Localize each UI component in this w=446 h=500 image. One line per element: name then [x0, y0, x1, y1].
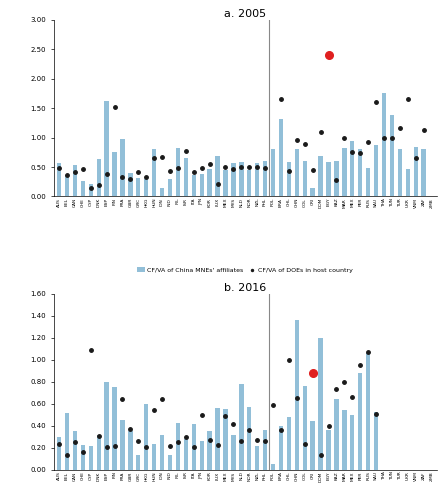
Bar — [192, 424, 196, 470]
Bar — [295, 320, 299, 470]
Bar — [96, 159, 101, 196]
Bar — [358, 150, 363, 196]
Bar — [73, 432, 77, 470]
Legend: CF/VA of China MNEs' affiliates, CF/VA of DOEs in host country: CF/VA of China MNEs' affiliates, CF/VA o… — [137, 268, 353, 273]
Bar — [152, 444, 157, 470]
Bar — [120, 420, 124, 470]
Bar — [310, 422, 315, 470]
Bar — [231, 434, 235, 470]
Bar — [310, 188, 315, 196]
Bar — [136, 178, 140, 197]
Bar — [144, 404, 149, 470]
Bar — [279, 426, 283, 470]
Bar — [405, 169, 410, 196]
Bar — [207, 432, 212, 470]
Bar — [342, 148, 347, 196]
Bar — [247, 170, 252, 196]
Bar — [398, 150, 402, 196]
Bar — [136, 454, 140, 470]
Bar — [168, 454, 172, 470]
Bar — [374, 412, 378, 470]
Bar — [239, 162, 244, 196]
Bar — [81, 180, 85, 196]
Bar — [81, 444, 85, 470]
Bar — [104, 382, 109, 470]
Bar — [120, 140, 124, 196]
Bar — [89, 184, 93, 196]
Bar — [184, 158, 188, 196]
Bar — [239, 384, 244, 470]
Bar — [160, 434, 164, 470]
Bar — [374, 146, 378, 196]
Bar — [421, 150, 426, 196]
Bar — [263, 161, 267, 196]
Bar — [207, 170, 212, 196]
Bar — [73, 166, 77, 196]
Bar — [192, 174, 196, 197]
Bar — [65, 176, 69, 197]
Bar — [160, 188, 164, 196]
Bar — [413, 147, 418, 196]
Bar — [302, 386, 307, 470]
Bar — [223, 410, 227, 470]
Title: a. 2005: a. 2005 — [224, 9, 266, 19]
Bar — [112, 152, 117, 196]
Bar — [287, 417, 291, 470]
Bar — [176, 422, 180, 470]
Bar — [263, 430, 267, 470]
Bar — [334, 400, 339, 470]
Bar — [144, 179, 149, 196]
Bar — [128, 173, 132, 197]
Bar — [184, 439, 188, 470]
Bar — [326, 430, 330, 470]
Bar — [199, 442, 204, 470]
Bar — [295, 149, 299, 196]
Bar — [57, 163, 61, 196]
Bar — [112, 388, 117, 470]
Bar — [104, 101, 109, 196]
Bar — [342, 410, 347, 470]
Bar — [57, 437, 61, 470]
Bar — [382, 93, 386, 196]
Bar — [271, 150, 275, 196]
Title: b. 2016: b. 2016 — [224, 283, 266, 293]
Bar — [168, 179, 172, 196]
Bar — [326, 162, 330, 196]
Bar — [350, 415, 355, 470]
Bar — [223, 170, 227, 196]
Bar — [96, 434, 101, 470]
Bar — [128, 432, 132, 470]
Bar — [334, 161, 339, 196]
Bar — [366, 353, 370, 470]
Bar — [89, 446, 93, 470]
Bar — [65, 412, 69, 470]
Bar — [350, 140, 355, 196]
Bar — [152, 150, 157, 196]
Bar — [231, 163, 235, 196]
Bar — [366, 168, 370, 196]
Bar — [247, 407, 252, 470]
Bar — [199, 174, 204, 197]
Bar — [302, 161, 307, 196]
Bar — [279, 119, 283, 196]
Bar — [255, 163, 260, 196]
Bar — [176, 148, 180, 196]
Bar — [287, 162, 291, 196]
Bar — [318, 156, 323, 196]
Bar — [318, 338, 323, 470]
Bar — [271, 464, 275, 470]
Bar — [358, 373, 363, 470]
Bar — [215, 156, 220, 196]
Bar — [255, 446, 260, 470]
Bar — [215, 408, 220, 470]
Bar — [390, 116, 394, 196]
